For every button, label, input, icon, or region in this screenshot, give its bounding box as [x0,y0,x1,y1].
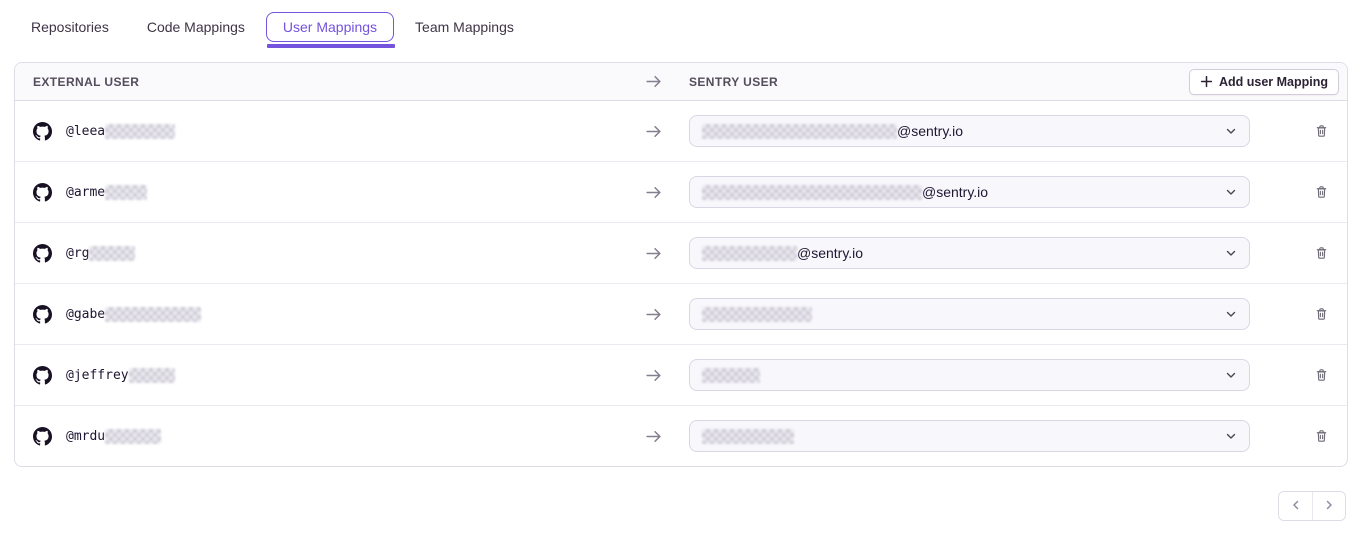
redacted-text [105,123,176,139]
sentry-user-cell [675,298,1295,330]
pagination-group [1278,491,1346,521]
tab-bar: Repositories Code Mappings User Mappings… [0,0,1360,48]
sentry-user-value [702,428,794,444]
chevron-down-icon [1225,308,1237,320]
sentry-user-cell: @sentry.io [675,176,1295,208]
redacted-text [89,245,136,261]
chevron-down-icon [1225,369,1237,381]
redacted-text [105,306,202,322]
external-user-name: @gabe [66,306,202,322]
tab-label: Code Mappings [146,19,245,35]
column-header-external-user: EXTERNAL USER [33,74,140,89]
table-row: @rg @sentry.io [15,223,1347,284]
table-header: EXTERNAL USER SENTRY USER Add user Mappi… [15,63,1347,101]
tab-label: Repositories [31,19,109,35]
delete-mapping-button[interactable] [1310,241,1333,265]
table-row: @gabe [15,284,1347,345]
add-user-mapping-label: Add user Mapping [1218,74,1328,89]
redacted-text [702,245,797,261]
arrow-right-icon [631,73,675,90]
github-icon [33,426,52,446]
github-icon [33,121,52,141]
pagination [0,491,1346,521]
pagination-previous-button[interactable] [1279,492,1312,520]
redacted-text [702,428,794,444]
github-icon [33,365,52,385]
arrow-right-icon [631,367,675,384]
sentry-user-select[interactable] [689,298,1250,330]
github-icon [33,182,52,202]
sentry-user-value: @sentry.io [702,184,988,200]
redacted-text [105,428,162,444]
sentry-user-select[interactable] [689,359,1250,391]
sentry-user-value: @sentry.io [702,123,963,139]
external-user-cell: @jeffrey [15,365,631,385]
table-row: @arme @sentry.io [15,162,1347,223]
redacted-text [702,306,812,322]
arrow-right-icon [631,123,675,140]
external-user-cell: @rg [15,243,631,263]
add-user-mapping-button[interactable]: Add user Mapping [1188,68,1339,95]
arrow-right-icon [631,184,675,201]
chevron-right-icon [1323,499,1335,514]
redacted-text [702,184,922,200]
sentry-user-select[interactable]: @sentry.io [689,176,1250,208]
github-icon [33,304,52,324]
sentry-user-cell [675,359,1295,391]
table-row: @jeffrey [15,345,1347,406]
external-user-name: @leea [66,123,176,139]
external-user-cell: @mrdu [15,426,631,446]
external-user-name: @mrdu [66,428,162,444]
chevron-left-icon [1290,499,1302,514]
delete-mapping-button[interactable] [1310,302,1333,326]
sentry-user-value: @sentry.io [702,245,863,261]
external-user-cell: @leea [15,121,631,141]
tab-label: User Mappings [282,19,378,35]
pagination-next-button[interactable] [1312,492,1345,520]
external-user-name: @arme [66,184,148,200]
external-user-name: @rg [66,245,136,261]
user-mappings-table: EXTERNAL USER SENTRY USER Add user Mappi… [14,62,1348,467]
chevron-down-icon [1225,125,1237,137]
sentry-user-cell: @sentry.io [675,115,1295,147]
external-user-cell: @arme [15,182,631,202]
arrow-right-icon [631,245,675,262]
chevron-down-icon [1225,430,1237,442]
tab-code-mappings[interactable]: Code Mappings [130,12,262,42]
sentry-user-cell: @sentry.io [675,237,1295,269]
sentry-user-select[interactable]: @sentry.io [689,115,1250,147]
delete-mapping-button[interactable] [1310,119,1333,143]
table-body: @leea @sentry.io [15,101,1347,466]
sentry-user-select[interactable]: @sentry.io [689,237,1250,269]
chevron-down-icon [1225,247,1237,259]
delete-mapping-button[interactable] [1310,424,1333,448]
arrow-right-icon [631,428,675,445]
column-header-sentry-user: SENTRY USER [689,74,779,89]
tab-user-mappings[interactable]: User Mappings [265,12,396,48]
external-user-name: @jeffrey [66,367,175,383]
delete-mapping-button[interactable] [1310,180,1333,204]
external-user-cell: @gabe [15,304,631,324]
sentry-user-value [702,367,760,383]
github-icon [33,243,52,263]
delete-mapping-button[interactable] [1310,363,1333,387]
chevron-down-icon [1225,186,1237,198]
redacted-text [128,367,175,383]
redacted-text [702,367,760,383]
sentry-user-value [702,306,812,322]
sentry-user-select[interactable] [689,420,1250,452]
tab-team-mappings[interactable]: Team Mappings [398,12,531,42]
table-row: @mrdu [15,406,1347,466]
plus-icon [1200,75,1213,88]
table-row: @leea @sentry.io [15,101,1347,162]
tab-label: Team Mappings [415,19,514,35]
tab-repositories[interactable]: Repositories [14,12,126,42]
redacted-text [702,123,897,139]
arrow-right-icon [631,306,675,323]
sentry-user-cell [675,420,1295,452]
redacted-text [105,184,148,200]
